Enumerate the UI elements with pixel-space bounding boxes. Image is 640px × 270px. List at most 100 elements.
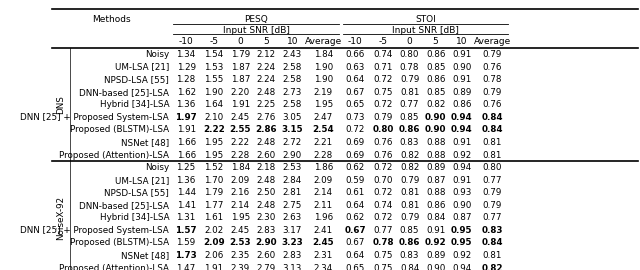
Text: 2.58: 2.58 (283, 100, 302, 109)
Text: 1.91: 1.91 (230, 100, 250, 109)
Text: 0.71: 0.71 (374, 63, 393, 72)
Text: 1.34: 1.34 (177, 50, 196, 59)
Text: DNN [25] + Proposed System-LSA: DNN [25] + Proposed System-LSA (20, 113, 169, 122)
Text: UM-LSA [21]: UM-LSA [21] (115, 63, 169, 72)
Text: 0.81: 0.81 (483, 151, 502, 160)
Text: 0.85: 0.85 (426, 63, 445, 72)
Text: 2.53: 2.53 (230, 238, 251, 248)
Text: 0.84: 0.84 (400, 264, 419, 270)
Text: 2.11: 2.11 (314, 201, 333, 210)
Text: 0.79: 0.79 (483, 188, 502, 197)
Text: 0.94: 0.94 (452, 264, 471, 270)
Text: 0.78: 0.78 (483, 75, 502, 84)
Text: 1.87: 1.87 (230, 75, 250, 84)
Text: 0.78: 0.78 (372, 238, 394, 248)
Text: 0.69: 0.69 (346, 138, 365, 147)
Text: 2.28: 2.28 (230, 151, 250, 160)
Text: 2.34: 2.34 (314, 264, 333, 270)
Text: 0.87: 0.87 (426, 176, 445, 185)
Text: 1.95: 1.95 (230, 213, 250, 222)
Text: DNN-based [25]-LSA: DNN-based [25]-LSA (79, 201, 169, 210)
Text: 2.22: 2.22 (203, 125, 225, 134)
Text: 0.91: 0.91 (452, 176, 471, 185)
Text: 2.16: 2.16 (230, 188, 250, 197)
Text: 0.91: 0.91 (426, 226, 445, 235)
Text: 0.76: 0.76 (374, 138, 393, 147)
Text: 1.31: 1.31 (177, 213, 196, 222)
Text: 0.59: 0.59 (346, 176, 365, 185)
Text: 0.80: 0.80 (372, 125, 394, 134)
Text: 2.86: 2.86 (255, 125, 277, 134)
Text: 5: 5 (264, 37, 269, 46)
Text: 0.92: 0.92 (452, 251, 471, 260)
Text: 0.86: 0.86 (426, 75, 445, 84)
Text: 1.79: 1.79 (204, 188, 223, 197)
Text: 0.80: 0.80 (400, 50, 419, 59)
Text: 2.48: 2.48 (257, 176, 276, 185)
Text: 2.24: 2.24 (257, 63, 276, 72)
Text: 0.94: 0.94 (451, 113, 472, 122)
Text: 0.72: 0.72 (374, 100, 393, 109)
Text: DNN-based [25]-LSA: DNN-based [25]-LSA (79, 88, 169, 97)
Text: 0.79: 0.79 (374, 113, 393, 122)
Text: 0.89: 0.89 (426, 163, 445, 172)
Text: 0.88: 0.88 (426, 151, 445, 160)
Text: 2.47: 2.47 (314, 113, 333, 122)
Text: 2.12: 2.12 (257, 50, 276, 59)
Text: 1.84: 1.84 (314, 50, 333, 59)
Text: 3.15: 3.15 (282, 125, 303, 134)
Text: 0.88: 0.88 (426, 188, 445, 197)
Text: 2.31: 2.31 (314, 251, 333, 260)
Text: DNS: DNS (56, 95, 65, 114)
Text: 0.87: 0.87 (452, 213, 472, 222)
Text: 0.84: 0.84 (482, 113, 503, 122)
Text: 1.59: 1.59 (177, 238, 196, 248)
Text: 1.90: 1.90 (314, 75, 333, 84)
Text: 0.79: 0.79 (400, 213, 419, 222)
Text: NSNet [48]: NSNet [48] (121, 138, 169, 147)
Text: 1.77: 1.77 (204, 201, 223, 210)
Text: 0.79: 0.79 (483, 201, 502, 210)
Text: 0.70: 0.70 (374, 176, 393, 185)
Text: 1.54: 1.54 (204, 50, 223, 59)
Text: 0.72: 0.72 (374, 213, 393, 222)
Text: 0.79: 0.79 (400, 176, 419, 185)
Text: 1.62: 1.62 (177, 88, 196, 97)
Text: 0.72: 0.72 (374, 75, 393, 84)
Text: 1.36: 1.36 (177, 176, 196, 185)
Text: 1.28: 1.28 (177, 75, 196, 84)
Text: 0.65: 0.65 (346, 264, 365, 270)
Text: 0.81: 0.81 (483, 138, 502, 147)
Text: 0.90: 0.90 (452, 201, 472, 210)
Text: 1.97: 1.97 (175, 113, 197, 122)
Text: 1.47: 1.47 (177, 264, 196, 270)
Text: Proposed (Attention)-LSA: Proposed (Attention)-LSA (60, 151, 169, 160)
Text: 0.95: 0.95 (451, 238, 472, 248)
Text: Proposed (BLSTM)-LSA: Proposed (BLSTM)-LSA (70, 125, 169, 134)
Text: 1.41: 1.41 (177, 201, 196, 210)
Text: 0.86: 0.86 (426, 201, 445, 210)
Text: 0.66: 0.66 (346, 50, 365, 59)
Text: 0.91: 0.91 (452, 138, 471, 147)
Text: 1.66: 1.66 (177, 151, 196, 160)
Text: -10: -10 (348, 37, 363, 46)
Text: 0.91: 0.91 (452, 75, 471, 84)
Text: 0.63: 0.63 (346, 63, 365, 72)
Text: 2.43: 2.43 (283, 50, 302, 59)
Text: 2.21: 2.21 (314, 138, 333, 147)
Text: 0.86: 0.86 (452, 100, 472, 109)
Text: 2.75: 2.75 (283, 201, 302, 210)
Text: 2.79: 2.79 (257, 264, 276, 270)
Text: 0.81: 0.81 (400, 188, 419, 197)
Text: 0.77: 0.77 (483, 213, 502, 222)
Text: 0.81: 0.81 (483, 251, 502, 260)
Text: 0.81: 0.81 (400, 201, 419, 210)
Text: 2.45: 2.45 (312, 238, 334, 248)
Text: 0.88: 0.88 (426, 138, 445, 147)
Text: 0.73: 0.73 (346, 113, 365, 122)
Text: 0.89: 0.89 (452, 88, 472, 97)
Text: 2.83: 2.83 (257, 226, 276, 235)
Text: 2.73: 2.73 (283, 88, 302, 97)
Text: 0.64: 0.64 (346, 251, 365, 260)
Text: Noisy: Noisy (145, 50, 169, 59)
